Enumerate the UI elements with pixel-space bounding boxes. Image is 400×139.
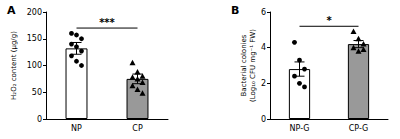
svg-text:0: 0 xyxy=(37,115,42,124)
svg-text:0: 0 xyxy=(261,115,266,124)
svg-text:CP-G: CP-G xyxy=(349,124,369,133)
svg-text:100: 100 xyxy=(27,61,42,70)
svg-text:B: B xyxy=(231,4,239,17)
svg-text:200: 200 xyxy=(27,8,42,17)
svg-text:2: 2 xyxy=(261,79,266,88)
svg-text:*: * xyxy=(326,15,332,26)
svg-text:Bacterial colonies: Bacterial colonies xyxy=(240,34,248,96)
svg-text:4: 4 xyxy=(261,43,266,52)
svg-text:H₂O₂ content (μg/g): H₂O₂ content (μg/g) xyxy=(10,31,18,100)
svg-text:NP-G: NP-G xyxy=(289,124,309,133)
svg-text:50: 50 xyxy=(32,88,42,97)
svg-text:CP: CP xyxy=(132,124,143,133)
svg-text:(Log₁₀ CFU mg⁻¹ FW): (Log₁₀ CFU mg⁻¹ FW) xyxy=(249,29,257,102)
svg-text:***: *** xyxy=(99,17,115,28)
svg-text:A: A xyxy=(7,4,16,17)
svg-text:150: 150 xyxy=(27,34,42,43)
svg-text:NP: NP xyxy=(71,124,82,133)
svg-text:6: 6 xyxy=(261,8,266,17)
